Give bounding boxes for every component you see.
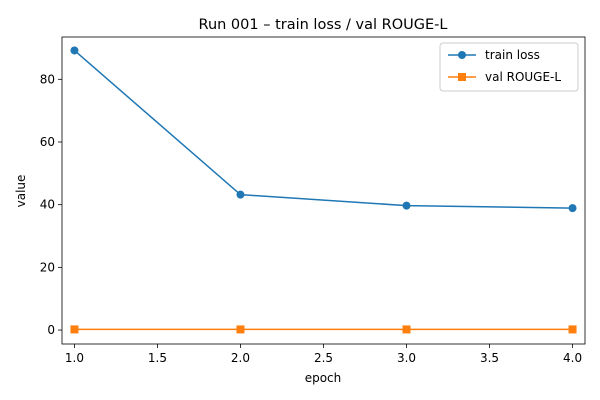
legend-label-val-rouge-l: val ROUGE-L	[485, 70, 561, 84]
legend: train loss val ROUGE-L	[439, 42, 579, 92]
legend-marker-val-rouge-l	[458, 73, 466, 81]
data-point-val-rouge-l	[402, 325, 411, 334]
legend-label-train-loss: train loss	[485, 48, 540, 62]
y-tick-label: 80	[40, 72, 55, 86]
data-point-val-rouge-l	[568, 325, 577, 334]
y-axis-ticks: 0 20 40 60 80	[40, 72, 62, 337]
chart-title: Run 001 – train loss / val ROUGE-L	[199, 17, 448, 33]
data-point-train-loss	[70, 46, 79, 55]
x-tick-label: 3.0	[397, 351, 416, 365]
x-axis-ticks: 1.0 1.5 2.0 2.5 3.0 3.5 4.0	[65, 344, 582, 365]
legend-marker-train-loss	[458, 51, 466, 59]
data-point-train-loss	[402, 201, 411, 210]
data-point-train-loss	[236, 190, 245, 199]
data-point-val-rouge-l	[236, 325, 245, 334]
y-tick-label: 40	[40, 198, 55, 212]
x-tick-label: 2.0	[231, 351, 250, 365]
x-tick-label: 3.5	[480, 351, 499, 365]
y-tick-label: 20	[40, 260, 55, 274]
x-tick-label: 1.0	[65, 351, 84, 365]
data-point-val-rouge-l	[70, 325, 79, 334]
x-tick-label: 4.0	[563, 351, 582, 365]
y-tick-label: 0	[47, 323, 55, 337]
x-tick-label: 1.5	[148, 351, 167, 365]
x-axis-label: epoch	[305, 371, 342, 385]
y-axis-label: value	[14, 175, 28, 208]
data-point-train-loss	[568, 204, 577, 213]
x-tick-label: 2.5	[314, 351, 333, 365]
y-tick-label: 60	[40, 135, 55, 149]
series-line-train-loss	[73, 49, 573, 209]
